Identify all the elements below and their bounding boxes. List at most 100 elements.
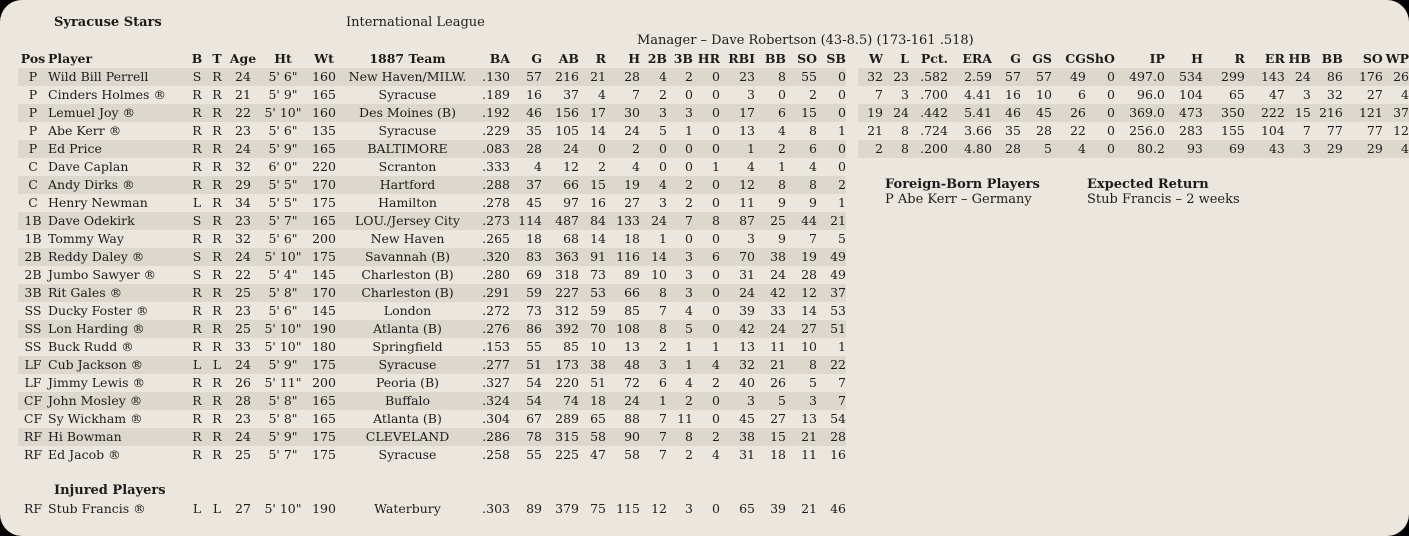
table-cell: 1B bbox=[24, 231, 42, 246]
league-name: International League bbox=[346, 15, 485, 30]
table-cell: P bbox=[18, 104, 48, 122]
table-cell: 1 bbox=[667, 356, 693, 374]
table-row: 2 8.200 4.80 28 5 4 0 80.2 93 69 43 3 29 29 4 bbox=[858, 140, 1409, 158]
table-cell: 0 bbox=[693, 392, 720, 410]
table-cell: 24 bbox=[755, 320, 786, 338]
table-cell: 0 bbox=[685, 87, 693, 102]
table-cell: 3 bbox=[747, 87, 755, 102]
pitching-header-row: W L Pct. ERA G GS CG ShO IP H R ER HB BB SO WP bbox=[858, 50, 1409, 68]
table-cell: 3 bbox=[685, 501, 693, 516]
table-row: 19 24.442 5.41 46 45 26 0 369.0 473 350 222 15 216 12… bbox=[858, 104, 1409, 122]
table-cell: Hartford bbox=[340, 176, 475, 194]
table-cell: L bbox=[212, 501, 222, 516]
table-cell: Cinders Holmes ® bbox=[48, 87, 166, 102]
table-cell: 3 bbox=[640, 356, 667, 374]
table-cell: 0 bbox=[693, 284, 720, 302]
table-cell: 51 bbox=[817, 320, 846, 338]
table-cell: 45 bbox=[739, 411, 755, 426]
pitching-table: W L Pct. ERA G GS CG ShO IP H R ER HB BB SO WP 32 23.582… bbox=[858, 50, 1409, 158]
table-cell: 24 bbox=[228, 356, 258, 374]
table-cell: New Haven/MILW. bbox=[340, 68, 475, 86]
table-cell: 5' 10" bbox=[258, 104, 308, 122]
table-cell: 4 bbox=[1051, 140, 1086, 158]
table-cell: 0 bbox=[712, 411, 720, 426]
table-row: 7 3 .700 4.41 16 10 6 0 96.0 104 65 47 3 32 27 4 bbox=[858, 86, 1409, 104]
table-cell: 10 bbox=[590, 339, 606, 354]
table-cell: .192 bbox=[475, 104, 510, 122]
table-cell: R bbox=[206, 392, 228, 410]
table-cell: 54 bbox=[526, 375, 542, 390]
table-cell: 29 bbox=[228, 176, 258, 194]
table-cell: 12 bbox=[1393, 123, 1409, 138]
table-cell: CF bbox=[23, 411, 43, 426]
table-cell: Buffalo bbox=[340, 392, 475, 410]
table-cell: 5' 6" bbox=[268, 231, 298, 246]
table-cell: S bbox=[188, 212, 206, 230]
table-cell: 105 bbox=[555, 123, 579, 138]
table-cell: 6' 0" bbox=[268, 159, 298, 174]
table-cell: 93 bbox=[1164, 140, 1203, 158]
table-cell: 37 bbox=[563, 87, 579, 102]
table-cell: .288 bbox=[475, 176, 510, 194]
table-cell: 49 bbox=[817, 248, 846, 266]
table-cell: .083 bbox=[475, 140, 510, 158]
col-header-h: H bbox=[628, 51, 640, 66]
table-cell: CLEVELAND bbox=[340, 428, 475, 446]
col-header-3b: 3B bbox=[673, 51, 693, 66]
table-cell: 74 bbox=[542, 392, 579, 410]
team-title: Syracuse Stars bbox=[54, 15, 162, 30]
table-cell: R bbox=[192, 447, 202, 462]
table-cell: 176 bbox=[1342, 68, 1383, 86]
table-cell: 145 bbox=[312, 303, 336, 318]
table-cell: Jumbo Sawyer ® bbox=[48, 267, 157, 282]
table-cell: 91 bbox=[579, 248, 606, 266]
table-cell: 2 bbox=[858, 140, 883, 158]
table-cell: SS bbox=[24, 303, 42, 318]
table-cell: 315 bbox=[542, 428, 579, 446]
table-cell: 15 bbox=[1284, 104, 1311, 122]
table-cell: 30 bbox=[606, 104, 640, 122]
table-row: LF Jimmy Lewis ® R R 26 5' 11" 200 Peoria (B) .3… bbox=[18, 374, 847, 392]
table-cell: 8 bbox=[901, 123, 909, 138]
table-cell: 3 bbox=[667, 248, 693, 266]
table-cell: 18 bbox=[579, 392, 606, 410]
table-cell: 0 bbox=[1085, 104, 1115, 122]
table-cell: Ducky Foster ® bbox=[48, 303, 149, 318]
table-cell: 3 bbox=[747, 231, 755, 246]
table-cell: Dave Caplan bbox=[48, 159, 129, 174]
table-cell: .278 bbox=[482, 195, 510, 210]
table-cell: 4 bbox=[632, 159, 640, 174]
table-cell: 4 bbox=[693, 356, 720, 374]
table-cell: 73 bbox=[526, 303, 542, 318]
table-cell: 33 bbox=[770, 303, 786, 318]
batting-header-row: Pos Player B T Age Ht Wt 1887 Team BA G AB R H 2B 3B HR… bbox=[18, 50, 846, 68]
table-cell: 29 bbox=[1310, 140, 1343, 158]
table-cell: 133 bbox=[606, 212, 640, 230]
manager-record: Manager – Dave Robertson (43-8.5) (173-1… bbox=[637, 33, 974, 48]
table-cell: 66 bbox=[542, 176, 579, 194]
table-cell: R bbox=[212, 411, 222, 426]
table-cell: 45 bbox=[526, 195, 542, 210]
table-cell: 2 bbox=[659, 87, 667, 102]
table-cell: .153 bbox=[482, 339, 510, 354]
table-cell: 23 bbox=[235, 411, 251, 426]
table-cell: 8 bbox=[809, 123, 817, 138]
table-cell: 25 bbox=[235, 447, 251, 462]
table-cell: 11 bbox=[739, 195, 755, 210]
table-cell: Scranton bbox=[378, 159, 437, 174]
table-cell: 2 bbox=[667, 392, 693, 410]
table-cell: Reddy Daley ® bbox=[48, 248, 188, 266]
table-cell: 37 bbox=[817, 284, 846, 302]
table-cell: .304 bbox=[482, 411, 510, 426]
table-cell: R bbox=[212, 339, 222, 354]
table-cell: 24 bbox=[542, 140, 579, 158]
table-cell: 4 bbox=[598, 87, 606, 102]
table-cell: 13 bbox=[739, 339, 755, 354]
table-cell: 12 bbox=[651, 501, 667, 516]
table-cell: R bbox=[192, 339, 202, 354]
table-cell: 9 bbox=[778, 231, 786, 246]
table-cell: S bbox=[188, 248, 206, 266]
table-cell: 4.41 bbox=[964, 87, 992, 102]
table-cell: 88 bbox=[624, 411, 640, 426]
table-row: P Cinders Holmes ® R R 21 5' 9" 165 Syracuse .18… bbox=[18, 86, 846, 104]
